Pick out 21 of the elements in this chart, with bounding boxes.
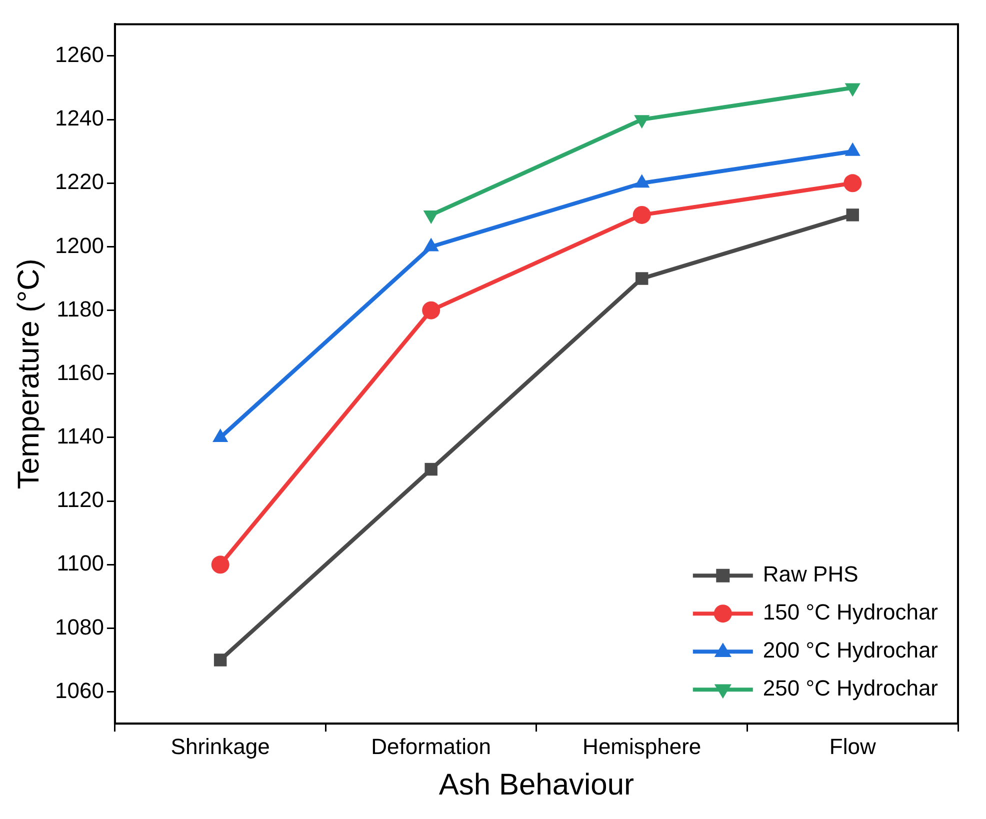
y-tick-label: 1180 bbox=[56, 296, 104, 322]
x-axis-title: Ash Behaviour bbox=[438, 768, 634, 802]
legend-label: Raw PHS bbox=[762, 562, 858, 587]
y-tick-label: 1260 bbox=[54, 42, 104, 68]
legend-label: 200 °C Hydrochar bbox=[762, 638, 938, 663]
legend-label: 250 °C Hydrochar bbox=[762, 676, 938, 701]
y-tick-label: 1140 bbox=[56, 424, 104, 449]
y-tick-label: 1200 bbox=[54, 232, 104, 258]
y-axis-title: Temperature (°C) bbox=[12, 258, 46, 490]
x-tick-label: Shrinkage bbox=[170, 734, 270, 759]
x-tick-label: Deformation bbox=[371, 734, 492, 759]
y-tick-label: 1080 bbox=[54, 614, 104, 640]
y-tick-label: 1240 bbox=[54, 106, 104, 131]
x-tick-label: Flow bbox=[829, 734, 876, 759]
x-tick-label: Hemisphere bbox=[582, 734, 702, 759]
legend-label: 150 °C Hydrochar bbox=[762, 600, 938, 625]
y-tick-label: 1060 bbox=[54, 678, 104, 703]
y-tick-label: 1100 bbox=[56, 550, 104, 576]
y-tick-label: 1160 bbox=[56, 360, 104, 385]
y-tick-label: 1120 bbox=[56, 487, 104, 512]
y-tick-label: 1220 bbox=[54, 169, 104, 194]
